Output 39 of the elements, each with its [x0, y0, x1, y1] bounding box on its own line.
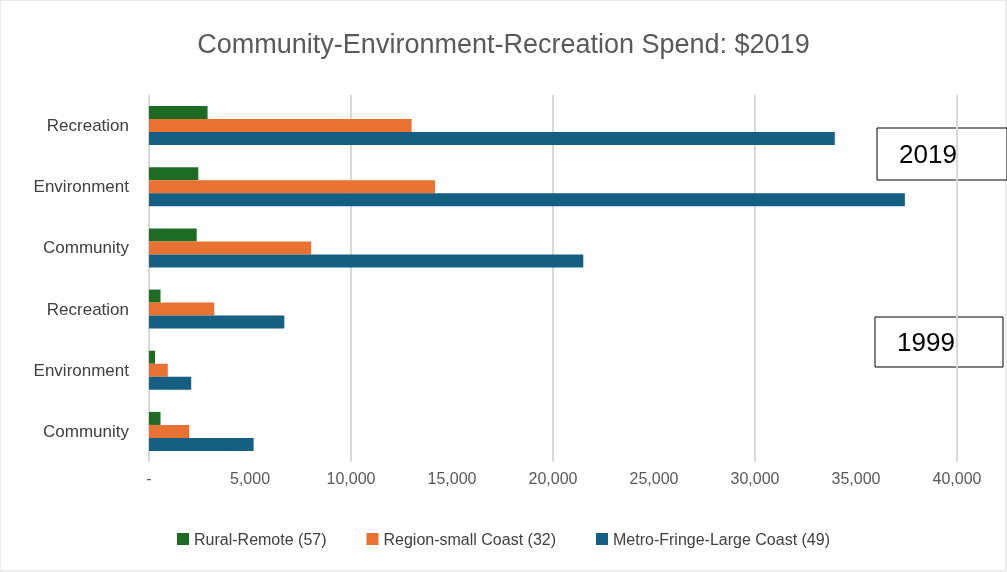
y-tick-label: Environment [33, 177, 130, 197]
bar [149, 132, 835, 146]
y-tick-label: Environment [33, 360, 130, 380]
bar [149, 302, 215, 316]
bar [149, 376, 192, 390]
bar [149, 363, 168, 377]
x-tick-label: 5,000 [229, 469, 271, 487]
y-tick-label: Recreation [46, 299, 129, 319]
bar [149, 437, 254, 451]
x-tick-label: 25,000 [629, 469, 679, 487]
y-tick-label: Community [43, 238, 130, 258]
legend-label: Rural-Remote (57) [194, 530, 327, 548]
bar [149, 315, 285, 329]
x-tick-label: 20,000 [528, 469, 578, 487]
legend-label: Region-small Coast (32) [383, 530, 557, 548]
y-tick-label: Community [43, 421, 130, 441]
bar [149, 254, 584, 268]
bar [149, 119, 412, 133]
bar [149, 424, 190, 438]
annotation: 2019 [899, 139, 957, 169]
bar [149, 167, 199, 181]
annotation: 1999 [897, 327, 955, 357]
x-tick-label: 15,000 [427, 469, 477, 487]
x-tick-label: - [146, 469, 152, 487]
bar [149, 180, 436, 194]
bar [149, 106, 208, 120]
x-tick-label: 35,000 [831, 469, 881, 487]
bar [149, 193, 905, 207]
bar [149, 228, 197, 242]
bar [149, 241, 312, 255]
bar [149, 350, 156, 364]
bar [149, 289, 161, 303]
legend-label: Metro-Fringe-Large Coast (49) [613, 530, 830, 548]
x-tick-label: 40,000 [932, 469, 982, 487]
x-tick-label: 10,000 [326, 469, 376, 487]
chart-title: Community-Environment-Recreation Spend: $2019 [197, 28, 810, 59]
bar [149, 411, 161, 425]
y-tick-label: Recreation [46, 116, 129, 136]
x-tick-label: 30,000 [730, 469, 780, 487]
